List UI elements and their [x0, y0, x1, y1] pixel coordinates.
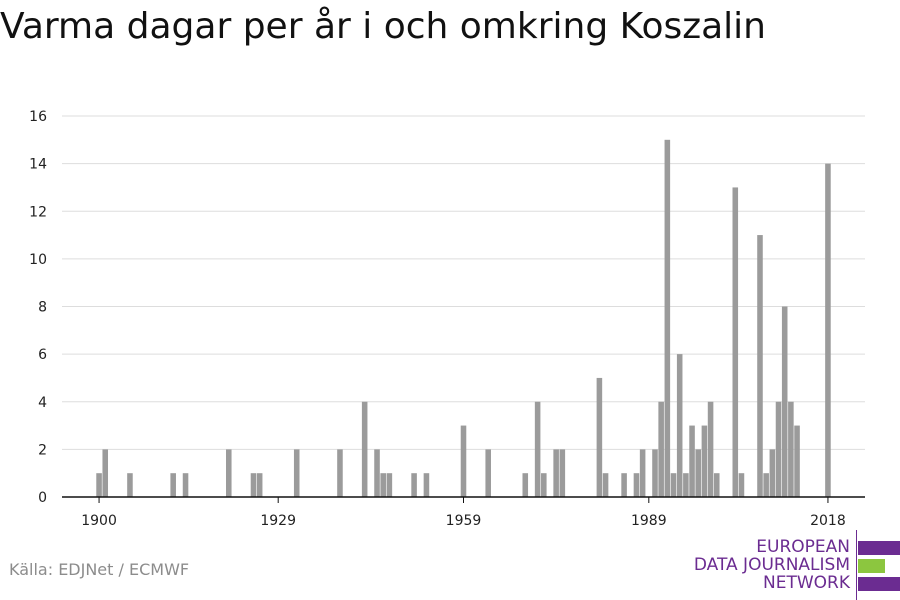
x-axis-ticks: 1900 1929 1959 1989 2018 [81, 497, 846, 529]
logo-line-2: DATA JOURNALISM [693, 555, 850, 575]
bar-1991 [658, 401, 664, 497]
x-tick-label: 1900 [81, 513, 117, 529]
x-tick-label: 1989 [631, 513, 667, 529]
bar-1963 [485, 449, 491, 497]
x-tick-label: 1959 [446, 513, 482, 529]
logo-bar-middle [858, 559, 885, 573]
y-tick-label: 6 [38, 347, 47, 363]
bar-1947 [386, 473, 393, 497]
logo-line-1: EUROPEAN [756, 537, 850, 557]
source-note: Källa: EDJNet / ECMWF [9, 560, 190, 579]
bar-1988 [639, 449, 646, 497]
bar-2004 [738, 473, 745, 497]
logo-divider [856, 530, 857, 600]
bar-1992 [664, 139, 671, 497]
bar-1945 [374, 449, 380, 497]
bar-2007 [757, 235, 763, 497]
bar-1972 [541, 473, 547, 497]
bar-2008 [763, 473, 769, 497]
bar-1993 [670, 473, 677, 497]
bar-1925 [250, 473, 257, 497]
bar-1969 [522, 473, 529, 497]
bar-2003 [732, 187, 739, 497]
bar-1987 [633, 473, 640, 497]
bar-1912 [170, 473, 176, 497]
bar-1953 [423, 473, 430, 497]
bar-1999 [707, 401, 714, 497]
bar-1914 [182, 473, 189, 497]
y-axis-ticks: 0 2 4 6 8 10 12 14 16 [29, 109, 47, 506]
y-tick-label: 12 [29, 204, 47, 220]
bar-2011 [781, 306, 788, 497]
bar-1926 [256, 473, 263, 497]
y-tick-label: 0 [38, 490, 47, 506]
bar-1901 [102, 449, 109, 497]
bar-1997 [695, 449, 702, 497]
bar-1921 [225, 449, 232, 497]
bar-1939 [337, 449, 343, 497]
y-tick-label: 10 [29, 252, 47, 268]
bar-1959 [460, 425, 467, 497]
bar-1994 [676, 354, 683, 497]
bar-1932 [293, 449, 300, 497]
bar-1974 [553, 449, 559, 497]
bar-1971 [534, 401, 541, 497]
edjnet-logo-text: EUROPEAN DATA JOURNALISM NETWORK [680, 538, 850, 592]
y-tick-label: 16 [29, 109, 47, 125]
y-tick-label: 14 [29, 157, 47, 173]
logo-line-3: NETWORK [763, 573, 850, 593]
bar-1905 [127, 473, 133, 497]
x-tick-label: 2018 [810, 513, 846, 529]
y-tick-label: 4 [38, 395, 47, 411]
logo-bar-bottom [858, 577, 900, 591]
bar-2012 [788, 401, 794, 497]
bar-1995 [683, 473, 689, 497]
bar-1900 [96, 473, 102, 497]
bar-2000 [713, 473, 720, 497]
bar-2018 [825, 163, 831, 497]
bar-1998 [701, 425, 708, 497]
bar-1975 [559, 449, 566, 497]
bar-1951 [411, 473, 417, 497]
bar-1990 [652, 449, 658, 497]
bar-1982 [602, 473, 609, 497]
x-tick-label: 1929 [260, 513, 296, 529]
gridlines [62, 115, 865, 450]
bar-2010 [775, 401, 782, 497]
y-tick-label: 8 [38, 300, 47, 316]
logo-bar-top [858, 541, 900, 555]
bar-1996 [689, 425, 695, 497]
bar-1946 [380, 473, 386, 497]
bar-1985 [621, 473, 627, 497]
bar-1981 [596, 377, 603, 497]
bars [96, 139, 831, 497]
bar-2009 [769, 449, 776, 497]
bar-2013 [794, 425, 800, 497]
chart-title: Varma dagar per år i och omkring Koszali… [0, 6, 767, 47]
bar-1943 [361, 401, 368, 497]
y-tick-label: 2 [38, 442, 47, 458]
